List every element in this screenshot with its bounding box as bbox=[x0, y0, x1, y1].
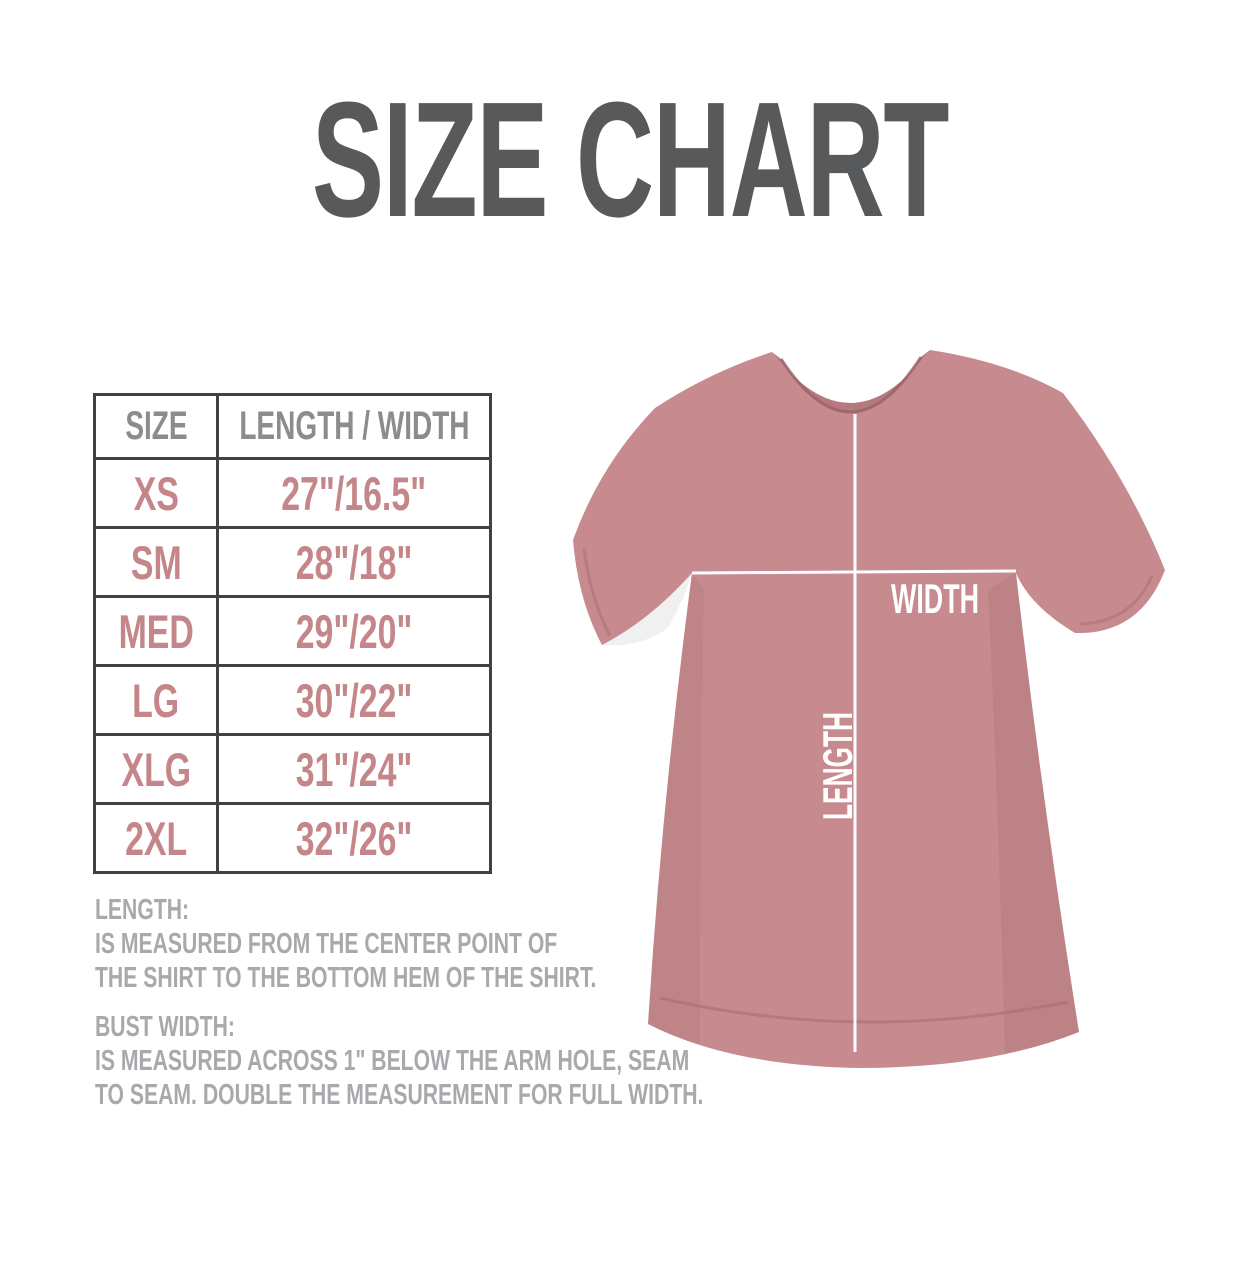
length-measure-label: LENGTH bbox=[814, 712, 861, 820]
tshirt-diagram: WIDTH LENGTH bbox=[540, 300, 1200, 1090]
width-measure-line bbox=[691, 569, 1017, 575]
table-row-xlg-size: XLG bbox=[96, 736, 216, 802]
tshirt-collar-seam bbox=[779, 356, 923, 414]
length-note-line1: IS MEASURED FROM THE CENTER POINT OF bbox=[95, 928, 558, 960]
table-row-lg-measurement: 30"/22" bbox=[219, 667, 489, 733]
size-table: SIZE LENGTH / WIDTH XS 27"/16.5" SM 28"/… bbox=[93, 393, 492, 874]
tshirt-shadow-left-sleeve bbox=[602, 573, 692, 646]
size-table-header-size: SIZE bbox=[96, 396, 216, 457]
length-note-line2: THE SHIRT TO THE BOTTOM HEM OF THE SHIRT… bbox=[95, 962, 597, 994]
table-row-xlg-measurement: 31"/24" bbox=[219, 736, 489, 802]
bust-note-label: BUST WIDTH: bbox=[95, 1011, 235, 1043]
page-title: SIZE CHART bbox=[0, 78, 1259, 242]
bust-note-line1: IS MEASURED ACROSS 1" BELOW THE ARM HOLE… bbox=[95, 1045, 690, 1077]
tshirt-hem-seam bbox=[659, 996, 1069, 1024]
tshirt-body bbox=[573, 350, 1165, 1068]
table-row-sm-measurement: 28"/18" bbox=[219, 529, 489, 595]
tshirt-right-cuff-seam bbox=[1079, 575, 1154, 626]
table-row-2xl-measurement: 32"/26" bbox=[219, 805, 489, 871]
width-measure-label: WIDTH bbox=[891, 575, 979, 622]
page-title-text: SIZE CHART bbox=[311, 68, 949, 251]
size-table-header-length-width: LENGTH / WIDTH bbox=[219, 396, 489, 457]
table-row-xs-size: XS bbox=[96, 460, 216, 526]
table-row-2xl-size: 2XL bbox=[96, 805, 216, 871]
table-row-lg-size: LG bbox=[96, 667, 216, 733]
table-row-xs-measurement: 27"/16.5" bbox=[219, 460, 489, 526]
table-row-med-measurement: 29"/20" bbox=[219, 598, 489, 664]
bust-note-line2: TO SEAM. DOUBLE THE MEASUREMENT FOR FULL… bbox=[95, 1079, 704, 1111]
measurement-notes: LENGTH: IS MEASURED FROM THE CENTER POIN… bbox=[95, 893, 928, 1112]
table-row-med-size: MED bbox=[96, 598, 216, 664]
tshirt-left-cuff-seam bbox=[582, 547, 612, 637]
tshirt-shadow-left bbox=[648, 573, 704, 1044]
table-row-sm-size: SM bbox=[96, 529, 216, 595]
length-note-label: LENGTH: bbox=[95, 894, 190, 926]
tshirt-shadow-right bbox=[988, 573, 1079, 1053]
